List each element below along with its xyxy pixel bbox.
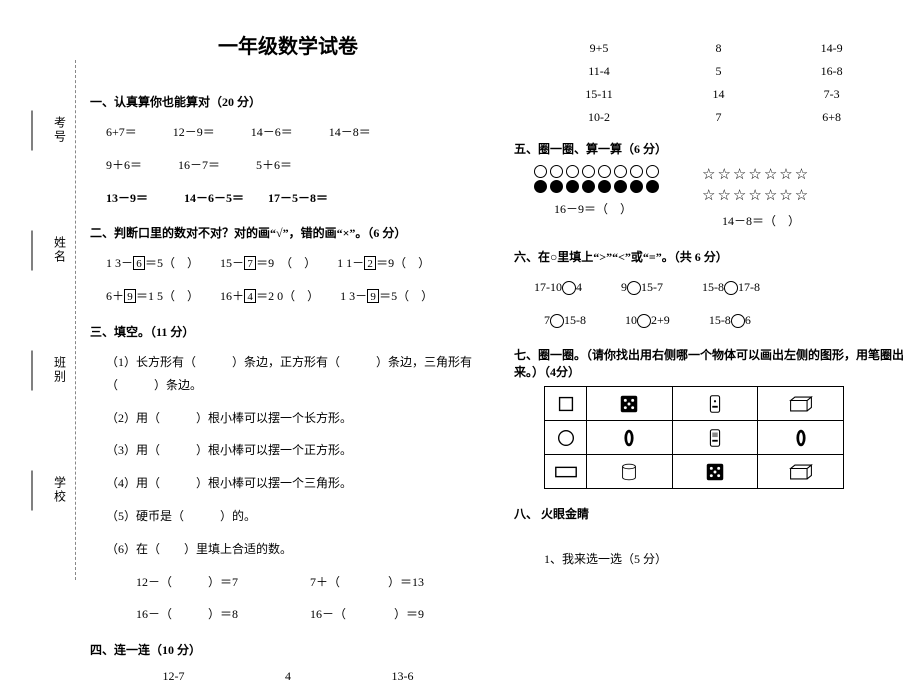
option-card [672,387,758,421]
table-row: 10-276+8 [546,107,908,128]
compare-circle [724,281,738,295]
table-row [545,455,844,489]
q5-left-eq: 16－9＝（ ） [554,198,662,221]
q1-row: 13－9＝ 14－6－5＝ 17－5－8＝ [106,187,486,210]
table-row [545,387,844,421]
left-column: 一年级数学试卷 一、认真算你也能算对（20 分） 6+7＝ 12－9＝ 14－6… [90,30,486,630]
q6-row: 17-104 915-7 15-817-8 [534,276,910,299]
q1-row: 6+7＝ 12－9＝ 14－6＝ 14－8＝ [106,121,486,144]
sidebar-underline [31,470,32,510]
box-digit: 2 [364,256,376,270]
q3-sub: 12－（ ）＝7 7＋（ ）＝13 [136,571,486,594]
q2-row: 6＋9＝1 5（ ） 16＋4＝2 0（ ） 1 3－9＝5（ ） [106,285,486,308]
table-row: 15-11147-3 [546,84,908,105]
q3-item: （1）长方形有（ ）条边，正方形有（ ）条边，三角形有（ ）条边。 [106,351,486,397]
right-column: 9+5814-9 11-4516-8 15-11147-3 10-276+8 五… [514,30,910,630]
sidebar-underline [31,110,32,150]
q8-sub: 1、我来选一选（5 分） [544,548,910,571]
compare-circle [627,281,641,295]
sidebar-exam-number: 考号 [12,112,69,149]
box-digit: 9 [367,289,379,303]
star-row: ☆☆☆☆☆☆☆ [702,186,810,205]
box-digit: 4 [244,289,256,303]
compare-circle [637,314,651,328]
q4-grid-cont: 9+5814-9 11-4516-8 15-11147-3 10-276+8 [544,36,910,130]
option-oval [758,421,844,455]
sidebar-class: 班别 [12,352,69,389]
star-row: ☆☆☆☆☆☆☆ [702,165,810,184]
q3-head: 三、填空。（11 分） [90,323,486,340]
left-shape-rect [545,455,587,489]
q3-item: （3）用（ ）根小棒可以摆一个正方形。 [106,439,486,462]
table-row: 11-4516-8 [546,61,908,82]
binding-sidebar: 考号 姓名 班别 学校 [10,70,70,550]
circle-row [534,180,662,193]
q5-right-eq: 14－8＝（ ） [722,210,810,233]
circle-row [534,165,662,178]
q3-item: （2）用（ ）根小棒可以摆一个长方形。 [106,407,486,430]
sidebar-underline [31,350,32,390]
sidebar-label: 学校 [52,476,69,504]
box-digit: 9 [124,289,136,303]
box-digit: 6 [133,256,145,270]
q2-row: 1 3－6＝5（ ） 15－7＝9 （ ） 1 1－2＝9（ ） [106,252,486,275]
q1-row: 9＋6＝ 16－7＝ 5＋6＝ [106,154,486,177]
q4-grid: 12-7413-6 [120,664,486,689]
sidebar-underline [31,230,32,270]
q5-right: ☆☆☆☆☆☆☆ ☆☆☆☆☆☆☆ 14－8＝（ ） [702,163,810,238]
q5-head: 五、圈一圈、算一算（6 分） [514,140,910,157]
q7-head: 七、圈一圈。（请你找出用右侧哪一个物体可以画出左侧的图形，用笔圈出来。）（4分） [514,346,910,380]
sidebar-school: 学校 [12,472,69,509]
compare-circle [731,314,745,328]
compare-circle [550,314,564,328]
option-dice [672,455,758,489]
q3-sub: 16－（ ）＝8 16－（ ）＝9 [136,603,486,626]
exam-page: 一年级数学试卷 一、认真算你也能算对（20 分） 6+7＝ 12－9＝ 14－6… [90,30,910,630]
q3-item: （5）硬币是（ ）的。 [106,505,486,528]
option-dice [587,387,673,421]
table-row [545,421,844,455]
q5-shapes: 16－9＝（ ） ☆☆☆☆☆☆☆ ☆☆☆☆☆☆☆ 14－8＝（ ） [534,163,910,238]
q6-row: 715-8 102+9 15-86 [544,309,910,332]
box-digit: 7 [244,256,256,270]
binding-dashed-line [75,60,76,580]
q6-head: 六、在○里填上“>”“<”或“=”。（共 6 分） [514,248,910,265]
q3-item: （4）用（ ）根小棒可以摆一个三角形。 [106,472,486,495]
sidebar-name: 姓名 [12,232,69,269]
option-cylinder [587,455,673,489]
left-shape-square [545,387,587,421]
q5-left: 16－9＝（ ） [534,163,662,238]
table-row: 12-7413-6 [122,666,484,687]
q2-head: 二、判断口里的数对不对？对的画“√”，错的画“×”。（6 分） [90,224,486,241]
q8-head: 八、 火眼金睛 [514,505,910,522]
exam-title: 一年级数学试卷 [90,30,486,59]
option-oval [587,421,673,455]
q3-item: （6）在（ ）里填上合适的数。 [106,538,486,561]
option-card [672,421,758,455]
sidebar-label: 考号 [52,116,69,144]
left-shape-circle [545,421,587,455]
q7-table [514,386,910,489]
option-box3d [758,455,844,489]
compare-circle [562,281,576,295]
q1-head: 一、认真算你也能算对（20 分） [90,93,486,110]
table-row: 9+5814-9 [546,38,908,59]
option-box3d [758,387,844,421]
sidebar-label: 班别 [52,356,69,384]
q4-head: 四、连一连（10 分） [90,641,486,658]
sidebar-label: 姓名 [52,236,69,264]
